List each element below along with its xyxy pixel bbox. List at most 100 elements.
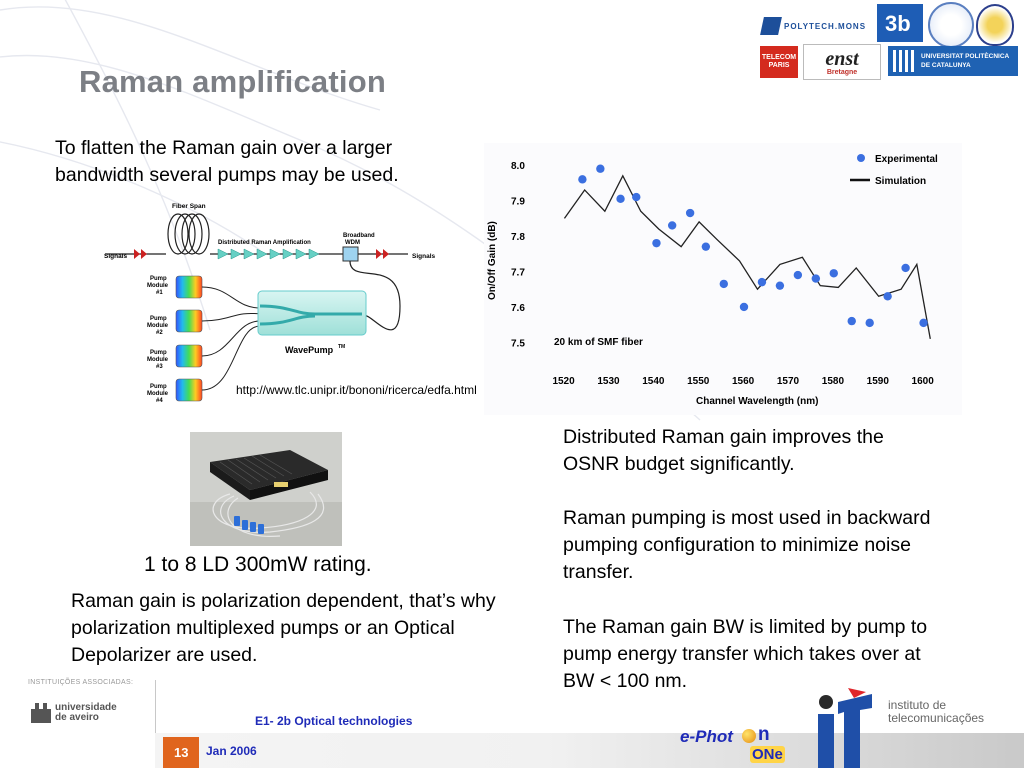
footer-date: Jan 2006 [206,744,257,758]
page-number-tab [163,737,199,768]
svg-text:#3: #3 [156,364,163,370]
signals-left-label: Signals [104,253,128,260]
upc-grid-icon [893,50,915,72]
y-tick-label: 7.9 [511,197,525,208]
slide-title: Raman amplification [79,64,386,99]
x-tick-label: 1520 [552,376,575,387]
globe-icon [742,729,756,743]
it-logo-icon [818,688,872,768]
x-tick-label: 1550 [687,376,710,387]
y-tick-label: 7.8 [511,232,525,243]
polytech-logo: POLYTECH.MONS [760,14,872,38]
svg-text:Pump: Pump [150,276,167,282]
y-axis-label: On/Off Gain (dB) [487,221,498,300]
right-paragraph-3: The Raman gain BW is limited by pump to … [563,616,928,692]
svg-text:Pump: Pump [150,350,167,356]
experimental-point [652,238,661,248]
wdm-box [342,246,359,262]
amplification-arrows [217,248,320,260]
wdm-label-2: WDM [345,240,360,246]
experimental-point [667,221,677,230]
experimental-point [616,194,625,204]
simulation-line [563,174,931,339]
chart-annotation: 20 km of SMF fiber [554,337,643,348]
svg-text:Module: Module [147,391,169,397]
ephoton-one-logo: e-Phot n ONe [680,724,785,763]
page-number: 13 [174,745,189,760]
experimental-point [596,164,605,173]
fiber-coil [167,213,210,255]
institutions-label: INSTITUIÇÕES ASSOCIADAS: [28,679,134,686]
y-tick-label: 7.5 [511,338,525,349]
x-tick-label: 1580 [822,376,845,387]
experimental-point [919,318,928,328]
source-url[interactable]: http://www.tlc.unipr.it/bononi/ricerca/e… [236,383,477,397]
aveiro-logo: universidade de aveiro [31,703,117,723]
legend-marker-experimental [857,154,865,162]
svg-text:Pump: Pump [150,384,167,390]
experimental-point [739,302,749,312]
y-tick-label: 7.6 [511,303,525,314]
it-logo-text-1: instituto de [888,698,947,712]
enst-bretagne-logo: enst Bretagne [803,44,881,80]
experimental-point [578,175,587,184]
experimental-point [701,242,711,251]
signal-arrows-right [376,249,389,259]
experimental-point [793,270,803,280]
svg-text:#2: #2 [156,330,163,336]
x-tick-label: 1540 [642,376,665,387]
legend-experimental: Experimental [875,154,938,165]
photo-caption: 1 to 8 LD 300mW rating. [144,553,372,576]
experimental-point [847,316,856,326]
aveiro-castle-icon [31,703,51,723]
svg-text:Module: Module [147,283,169,289]
it-logo-text-2: telecomunicações [888,711,985,725]
crest-logo [976,4,1014,46]
svg-text:Pump: Pump [150,316,167,322]
course-label: E1- 2b Optical technologies [255,714,413,728]
intro-text: To flatten the Raman gain over a larger … [55,137,399,186]
experimental-point [685,208,695,218]
x-tick-label: 1590 [867,376,890,387]
svg-text:Module: Module [147,357,169,363]
signal-arrows-left [134,249,147,259]
wdm-label-1: Broadband [343,233,375,239]
experimental-point [829,269,838,278]
experimental-point [901,263,910,273]
logo-blue-square: 3b [877,4,923,42]
divider-line [155,680,156,733]
experimental-point [719,279,728,289]
polarization-text: Raman gain is polarization dependent, th… [71,590,496,666]
fiber-span-label: Fiber Span [172,203,206,210]
x-tick-label: 1570 [777,376,800,387]
svg-text:#4: #4 [156,398,163,404]
experimental-point [757,277,767,287]
experimental-point [775,281,785,290]
svg-text:#1: #1 [156,290,163,296]
pump-modules [175,275,203,402]
raman-gain-chart: 7.5 7.6 7.7 7.8 7.9 8.0 1520 1530 1540 1550 1560 1… [484,143,962,415]
right-paragraph-2: Raman pumping is most used in backward p… [563,507,931,583]
experimental-point [865,318,874,328]
wavepump-diagram: Fiber Span Signals Signals Distributed R… [104,203,436,404]
svg-text:3b: 3b [885,11,911,36]
pump-module-photo [190,432,342,546]
experimental-point [632,192,641,202]
footer-bar [155,733,1024,768]
svg-text:Module: Module [147,323,169,329]
x-tick-label: 1530 [597,376,620,387]
x-tick-label: 1560 [732,376,755,387]
distributed-amp-label: Distributed Raman Amplification [218,240,311,246]
y-tick-label: 7.7 [511,267,525,278]
university-seal-logo [928,2,974,48]
experimental-point [811,274,821,283]
signals-right-label: Signals [412,253,436,260]
wavepump-tm: TM [338,344,345,350]
polytech-icon [760,17,782,35]
experimental-point [883,292,892,301]
wavepump-label: WavePump [285,345,334,355]
x-tick-label: 1600 [912,376,935,387]
right-paragraph-1: Distributed Raman gain improves the OSNR… [563,426,884,475]
telecom-paris-logo: TELECOM PARIS [760,46,798,78]
